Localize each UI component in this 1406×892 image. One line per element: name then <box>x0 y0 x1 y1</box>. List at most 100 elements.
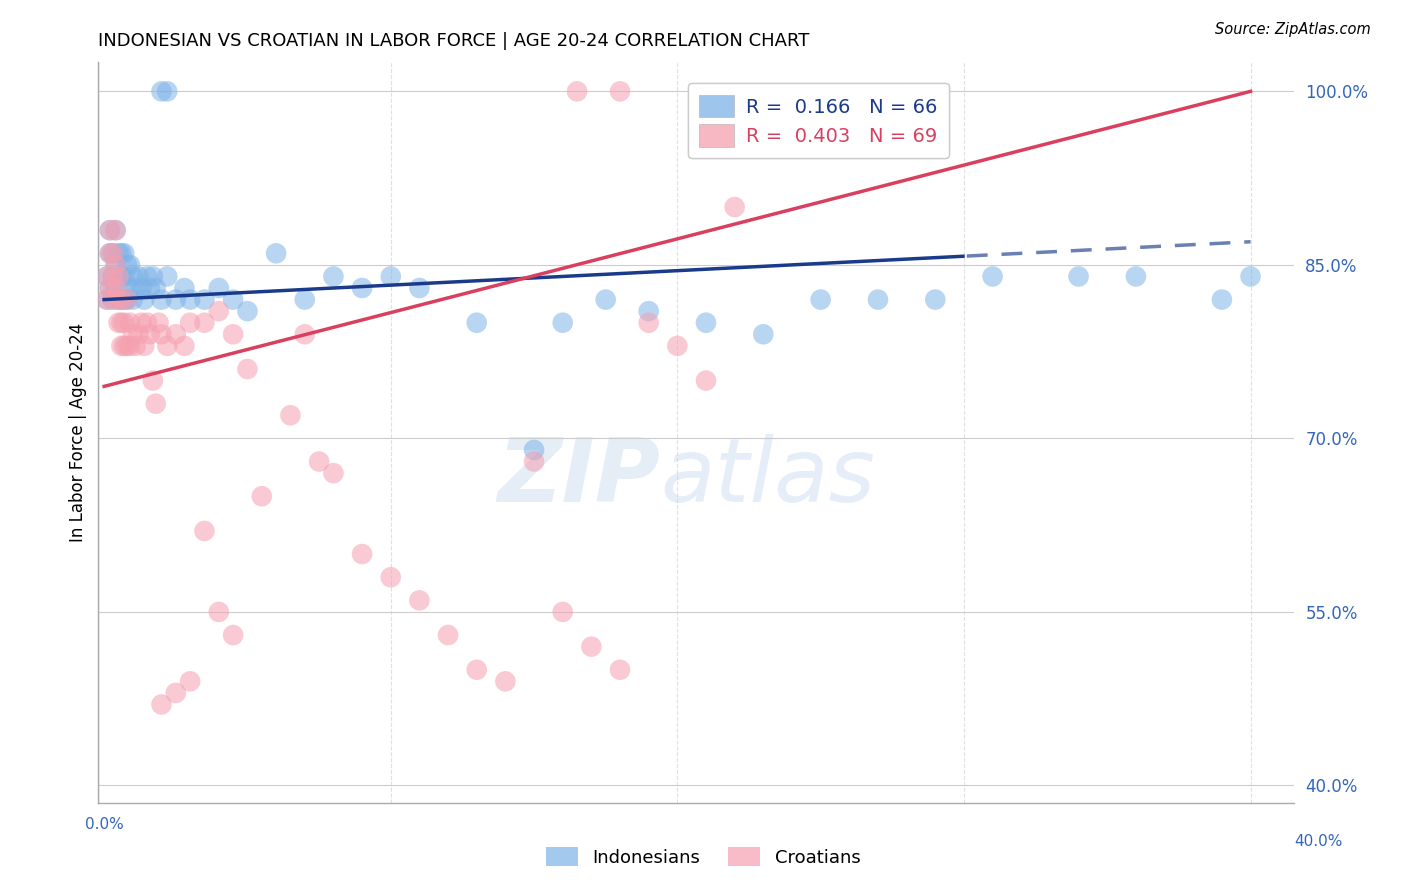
Point <box>118 339 141 353</box>
Point <box>118 258 141 272</box>
Point <box>131 281 153 295</box>
Point <box>150 698 173 712</box>
Point <box>437 628 460 642</box>
Point <box>101 246 124 260</box>
Point <box>104 223 127 237</box>
Point <box>115 293 138 307</box>
Legend: R =  0.166   N = 66, R =  0.403   N = 69: R = 0.166 N = 66, R = 0.403 N = 69 <box>688 83 949 158</box>
Point <box>112 246 135 260</box>
Point <box>294 327 316 342</box>
Point <box>208 605 231 619</box>
Point <box>380 269 402 284</box>
Point <box>222 293 245 307</box>
Point <box>121 293 143 307</box>
Text: INDONESIAN VS CROATIAN IN LABOR FORCE | AGE 20-24 CORRELATION CHART: INDONESIAN VS CROATIAN IN LABOR FORCE | … <box>98 32 810 50</box>
Point <box>107 246 129 260</box>
Point <box>637 316 659 330</box>
Text: Source: ZipAtlas.com: Source: ZipAtlas.com <box>1215 22 1371 37</box>
Point <box>250 489 273 503</box>
Point <box>156 84 179 98</box>
Point <box>494 674 516 689</box>
Point <box>173 339 195 353</box>
Point <box>101 269 124 284</box>
Point <box>352 281 374 295</box>
Point <box>96 269 118 284</box>
Point <box>104 258 127 272</box>
Point <box>1211 293 1233 307</box>
Point <box>156 269 179 284</box>
Point <box>222 628 245 642</box>
Point <box>104 281 127 295</box>
Point <box>565 84 588 98</box>
Point <box>193 524 215 538</box>
Point <box>98 246 121 260</box>
Text: ZIP: ZIP <box>498 434 661 521</box>
Point <box>523 454 546 468</box>
Point <box>115 258 138 272</box>
Point <box>136 316 159 330</box>
Point <box>136 269 159 284</box>
Point <box>107 316 129 330</box>
Point <box>131 316 153 330</box>
Point <box>609 84 631 98</box>
Point <box>294 293 316 307</box>
Point <box>101 293 124 307</box>
Point <box>101 293 124 307</box>
Point <box>110 293 132 307</box>
Point <box>128 327 150 342</box>
Point <box>165 293 187 307</box>
Point <box>98 281 121 295</box>
Point <box>810 293 832 307</box>
Point <box>134 339 156 353</box>
Point <box>148 316 170 330</box>
Y-axis label: In Labor Force | Age 20-24: In Labor Force | Age 20-24 <box>69 323 87 542</box>
Point <box>165 686 187 700</box>
Point <box>98 281 121 295</box>
Point <box>124 339 146 353</box>
Point <box>866 293 889 307</box>
Point <box>408 281 430 295</box>
Point <box>551 316 574 330</box>
Point <box>609 663 631 677</box>
Legend: Indonesians, Croatians: Indonesians, Croatians <box>538 840 868 874</box>
Point <box>924 293 946 307</box>
Text: 0.0%: 0.0% <box>84 817 124 831</box>
Point <box>107 269 129 284</box>
Point <box>380 570 402 584</box>
Point <box>173 281 195 295</box>
Point <box>145 281 167 295</box>
Point <box>322 466 344 480</box>
Point <box>110 269 132 284</box>
Point <box>408 593 430 607</box>
Point <box>112 269 135 284</box>
Point <box>165 327 187 342</box>
Point <box>145 397 167 411</box>
Point <box>581 640 603 654</box>
Point <box>101 246 124 260</box>
Point <box>150 327 173 342</box>
Point <box>98 223 121 237</box>
Point <box>465 663 488 677</box>
Point <box>264 246 287 260</box>
Point <box>236 362 259 376</box>
Point <box>124 281 146 295</box>
Point <box>322 269 344 284</box>
Point <box>222 327 245 342</box>
Point <box>280 409 302 423</box>
Point <box>595 293 617 307</box>
Point <box>107 293 129 307</box>
Point <box>104 258 127 272</box>
Point <box>98 223 121 237</box>
Point <box>666 339 689 353</box>
Point <box>236 304 259 318</box>
Point <box>121 269 143 284</box>
Point <box>150 293 173 307</box>
Point <box>523 442 546 457</box>
Point <box>121 327 143 342</box>
Point <box>98 246 121 260</box>
Point <box>107 269 129 284</box>
Point <box>112 339 135 353</box>
Point <box>110 293 132 307</box>
Point <box>352 547 374 561</box>
Point <box>112 293 135 307</box>
